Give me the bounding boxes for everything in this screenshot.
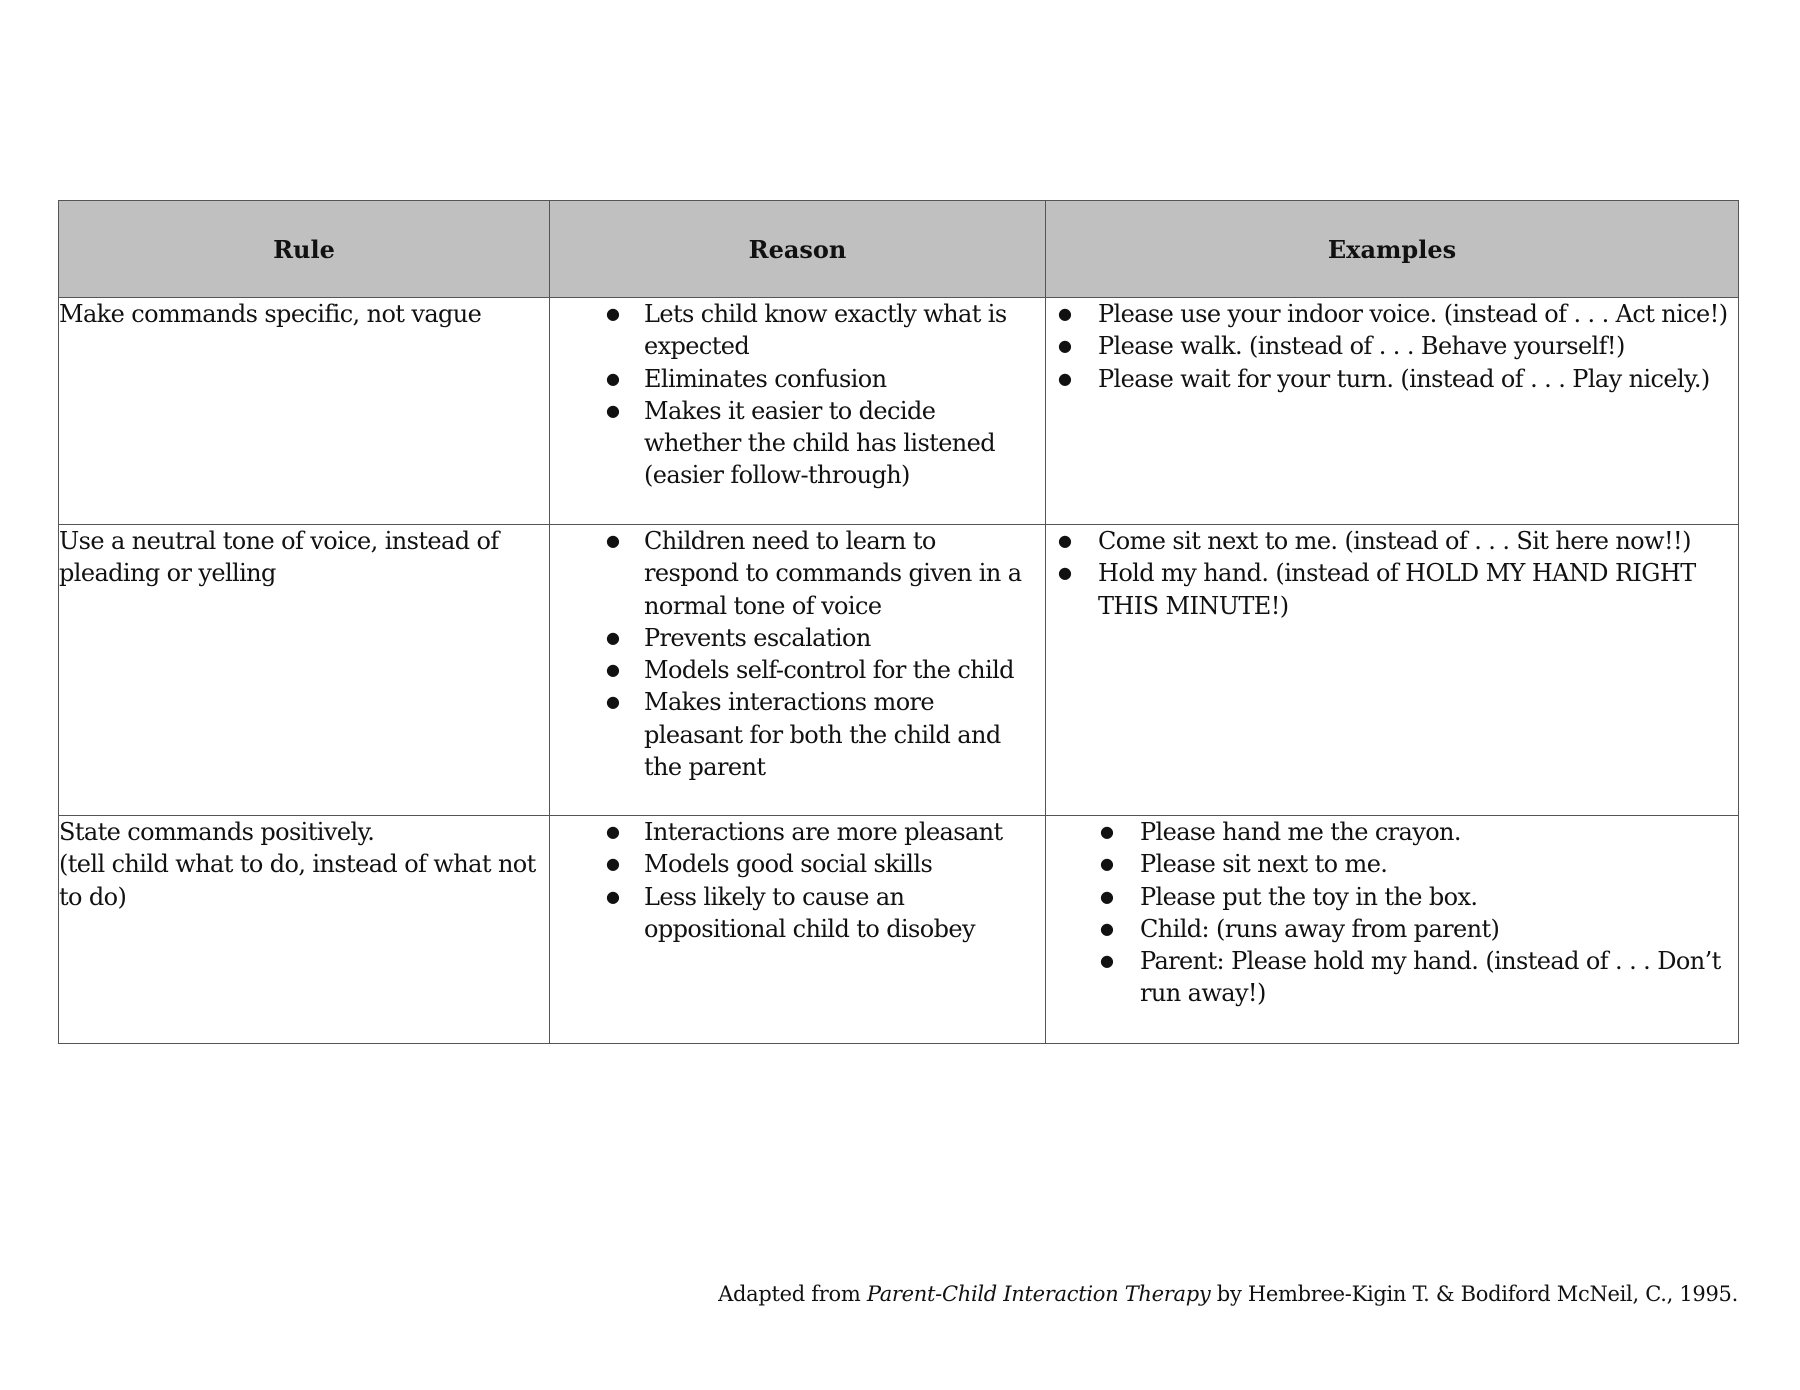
example-item: Hold my hand. (instead of HOLD MY HAND R… bbox=[1046, 557, 1738, 622]
example-item: Please wait for your turn. (instead of .… bbox=[1046, 363, 1738, 396]
commands-table: Rule Reason Examples Make commands speci… bbox=[58, 200, 1739, 1044]
reason-item: Interactions are more pleasant bbox=[550, 816, 1045, 849]
example-item: Please put the toy in the box. bbox=[1046, 881, 1738, 914]
rule-cell: Make commands specific, not vague bbox=[58, 297, 550, 525]
example-item: Please hand me the crayon. bbox=[1046, 816, 1738, 849]
header-rule: Rule bbox=[58, 200, 550, 298]
examples-cell: Please use your indoor voice. (instead o… bbox=[1045, 297, 1739, 525]
rule-line: State commands positively. bbox=[59, 818, 375, 846]
rule-cell: State commands positively. (tell child w… bbox=[58, 815, 550, 1044]
reason-cell: Lets child know exactly what is expected… bbox=[549, 297, 1046, 525]
header-reason: Reason bbox=[549, 200, 1046, 298]
reason-item: Models self-control for the child bbox=[550, 654, 1045, 687]
reason-item: Eliminates confusion bbox=[550, 363, 1045, 396]
examples-cell: Come sit next to me. (instead of . . . S… bbox=[1045, 524, 1739, 816]
example-item: Please walk. (instead of . . . Behave yo… bbox=[1046, 330, 1738, 363]
rule-line: (tell child what to do, instead of what … bbox=[59, 850, 536, 911]
reason-item: Lets child know exactly what is expected bbox=[550, 298, 1045, 363]
table-row: Make commands specific, not vague Lets c… bbox=[58, 297, 1739, 525]
reason-item: Makes interactions more pleasant for bot… bbox=[550, 686, 1045, 783]
reason-item: Models good social skills bbox=[550, 848, 1045, 881]
table-row: Use a neutral tone of voice, instead of … bbox=[58, 524, 1739, 816]
citation-suffix: by Hembree-Kigin T. & Bodiford McNeil, C… bbox=[1210, 1282, 1739, 1306]
example-item: Parent: Please hold my hand. (instead of… bbox=[1046, 945, 1738, 1010]
example-item: Come sit next to me. (instead of . . . S… bbox=[1046, 525, 1738, 558]
reason-cell: Interactions are more pleasant Models go… bbox=[549, 815, 1046, 1044]
reason-item: Less likely to cause an oppositional chi… bbox=[550, 881, 1045, 946]
reason-item: Prevents escalation bbox=[550, 622, 1045, 655]
reason-item: Children need to learn to respond to com… bbox=[550, 525, 1045, 622]
example-item: Please use your indoor voice. (instead o… bbox=[1046, 298, 1738, 331]
example-item: Child: (runs away from parent) bbox=[1046, 913, 1738, 946]
reason-item: Makes it easier to decide whether the ch… bbox=[550, 395, 1045, 492]
reason-cell: Children need to learn to respond to com… bbox=[549, 524, 1046, 816]
header-row: Rule Reason Examples bbox=[58, 200, 1739, 298]
citation-footer: Adapted from Parent-Child Interaction Th… bbox=[718, 1282, 1738, 1306]
citation-prefix: Adapted from bbox=[718, 1282, 867, 1306]
examples-cell: Please hand me the crayon. Please sit ne… bbox=[1045, 815, 1739, 1044]
table-row: State commands positively. (tell child w… bbox=[58, 815, 1739, 1044]
header-examples: Examples bbox=[1045, 200, 1739, 298]
example-item: Please sit next to me. bbox=[1046, 848, 1738, 881]
rule-cell: Use a neutral tone of voice, instead of … bbox=[58, 524, 550, 816]
citation-title: Parent-Child Interaction Therapy bbox=[866, 1282, 1211, 1306]
